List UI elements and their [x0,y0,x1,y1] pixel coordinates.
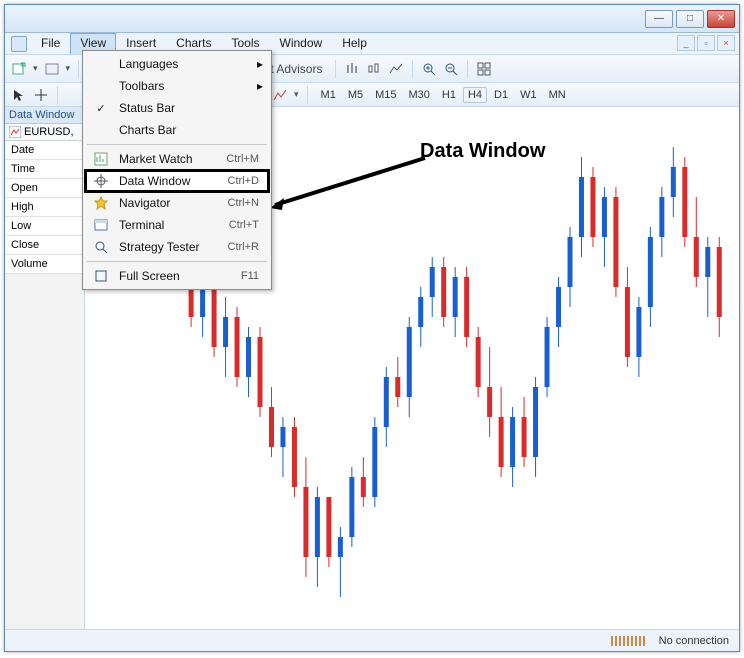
cursor-icon[interactable] [11,87,27,103]
crosshair-icon[interactable] [33,87,49,103]
chart-mini-icon [9,126,21,138]
crosshair-icon [91,174,111,188]
data-row-time: Time [5,160,84,179]
data-row-low: Low [5,217,84,236]
timeframe-w1[interactable]: W1 [515,87,542,103]
menu-separator [87,261,267,262]
mdi-restore-button[interactable]: ▫ [697,35,715,51]
tile-windows-icon[interactable] [476,61,492,77]
candle-chart-icon[interactable] [366,61,382,77]
mdi-minimize-button[interactable]: _ [677,35,695,51]
menu-item-strategy-tester[interactable]: Strategy Tester Ctrl+R [85,236,269,258]
timeframe-m5[interactable]: M5 [343,87,368,103]
toolbar-separator [335,60,336,78]
zoom-out-icon[interactable] [443,61,459,77]
window-close-button[interactable]: ✕ [707,10,735,28]
menu-item-market-watch[interactable]: Market Watch Ctrl+M [85,148,269,170]
app-icon [11,36,27,52]
window-maximize-button[interactable]: □ [676,10,704,28]
submenu-arrow-icon: ▸ [257,57,263,71]
menu-item-label: Languages [119,57,263,71]
submenu-arrow-icon: ▸ [257,79,263,93]
menu-item-charts-bar[interactable]: Charts Bar [85,119,269,141]
bar-chart-icon[interactable] [344,61,360,77]
menu-item-navigator[interactable]: Navigator Ctrl+N [85,192,269,214]
menu-item-shortcut: Ctrl+N [228,197,263,209]
menu-item-languages[interactable]: Languages▸ [85,53,269,75]
toolbar-separator [412,60,413,78]
toolbar-separator [307,86,308,104]
profiles-icon[interactable] [44,61,60,77]
star-icon [91,196,111,210]
menu-item-shortcut: Ctrl+R [228,241,263,253]
menu-item-label: Strategy Tester [119,240,220,254]
toolbar-separator [57,86,58,104]
mdi-close-button[interactable]: × [717,35,735,51]
data-row-high: High [5,198,84,217]
menu-item-data-window[interactable]: Data Window Ctrl+D [85,170,269,192]
fullscreen-icon [91,269,111,283]
market-icon [91,152,111,166]
timeframe-h1[interactable]: H1 [437,87,461,103]
data-row-date: Date [5,141,84,160]
check-icon [91,101,111,115]
window-minimize-button[interactable]: — [645,10,673,28]
timeframe-h4[interactable]: H4 [463,87,487,103]
connection-status: No connection [659,635,729,647]
menu-help[interactable]: Help [332,33,377,54]
menu-item-label: Market Watch [119,152,218,166]
terminal-icon [91,218,111,232]
data-row-volume: Volume [5,255,84,274]
menu-item-terminal[interactable]: Terminal Ctrl+T [85,214,269,236]
menu-window[interactable]: Window [270,33,333,54]
connection-icon [611,636,647,646]
data-row-open: Open [5,179,84,198]
menu-item-shortcut: Ctrl+T [229,219,263,231]
mdi-controls: _ ▫ × [673,33,739,54]
view-menu-dropdown: Languages▸Toolbars▸Status BarCharts BarM… [82,50,272,290]
line-chart-icon[interactable] [388,61,404,77]
menu-item-label: Status Bar [119,101,263,115]
menu-item-label: Full Screen [119,269,233,283]
menu-file[interactable]: File [31,33,70,54]
data-row-close: Close [5,236,84,255]
menu-separator [87,144,267,145]
menu-item-label: Terminal [119,218,221,232]
menu-item-full-screen[interactable]: Full Screen F11 [85,265,269,287]
data-window-title: EURUSD, [5,124,84,141]
menu-item-label: Charts Bar [119,123,263,137]
new-chart-icon[interactable]: + [11,61,27,77]
svg-text:+: + [20,62,25,70]
annotation-label: Data Window [420,140,545,163]
menu-item-shortcut: Ctrl+D [228,175,263,187]
data-window-panel: Data Window EURUSD, DateTimeOpenHighLowC… [5,107,85,629]
toolbar-separator [78,60,79,78]
status-bar: No connection [5,629,739,651]
titlebar: — □ ✕ [5,5,739,33]
timeframe-m1[interactable]: M1 [316,87,341,103]
menu-item-toolbars[interactable]: Toolbars▸ [85,75,269,97]
indicators-icon[interactable] [272,87,288,103]
annotation-arrow [270,150,430,210]
timeframe-mn[interactable]: MN [544,87,571,103]
menu-item-label: Toolbars [119,79,263,93]
menu-item-shortcut: F11 [241,270,263,282]
timeframe-m30[interactable]: M30 [404,87,435,103]
toolbar-separator [467,60,468,78]
menu-item-label: Navigator [119,196,220,210]
timeframe-m15[interactable]: M15 [370,87,401,103]
zoom-in-icon[interactable] [421,61,437,77]
menu-item-shortcut: Ctrl+M [226,153,263,165]
menu-item-status-bar[interactable]: Status Bar [85,97,269,119]
magnify-icon [91,240,111,254]
menu-item-label: Data Window [119,174,220,188]
data-window-tab[interactable]: Data Window [5,107,84,124]
timeframe-d1[interactable]: D1 [489,87,513,103]
